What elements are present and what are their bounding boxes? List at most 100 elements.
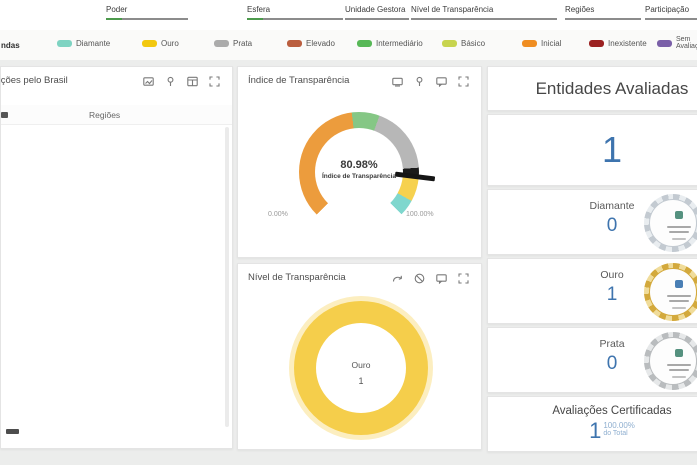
- legend-swatch: [287, 40, 302, 47]
- comment-icon[interactable]: [436, 273, 447, 284]
- seal-value: 0: [606, 215, 618, 236]
- column-header-regioes[interactable]: Regiões: [89, 110, 121, 120]
- seal-card-ouro: Ouro 1: [487, 258, 697, 324]
- gauge-max-label: 100.00%: [406, 211, 434, 218]
- legend-item-inicial[interactable]: Inicial: [522, 39, 561, 48]
- comment-icon[interactable]: [436, 76, 447, 87]
- donut-center-value: 1: [358, 376, 364, 386]
- seal-card-diamante: Diamante 0: [487, 189, 697, 255]
- seal-badge-face: [649, 199, 697, 247]
- filter-bar: Poder Esfera Unidade Gestora Nível de Tr…: [0, 0, 697, 30]
- certified-value-row: 1 100.00% do Total: [488, 419, 697, 443]
- visual-header-icons: [392, 273, 469, 284]
- map-panel-title: Avaliações pelo Brasil: [0, 75, 68, 86]
- blocked-icon[interactable]: [414, 273, 425, 284]
- filter-nivel-transparencia[interactable]: Nível de Transparência: [411, 5, 557, 20]
- filter-esfera[interactable]: Esfera: [247, 5, 343, 20]
- vertical-scrollbar[interactable]: [225, 127, 229, 427]
- diamante-seal-badge: [644, 194, 697, 252]
- gauge-value-label: Índice de Transparência: [321, 173, 397, 180]
- gauge-value: 80.98%: [340, 159, 378, 171]
- filter-underline: [345, 18, 409, 20]
- drill-up-icon[interactable]: [392, 273, 403, 284]
- legend-item-ouro[interactable]: Ouro: [142, 39, 179, 48]
- legend-item-label: Inexistente: [608, 39, 647, 48]
- legend-item-intermediario[interactable]: Intermediário: [357, 39, 423, 48]
- image-icon[interactable]: [143, 76, 154, 87]
- pin-icon[interactable]: [414, 76, 425, 87]
- filter-label: Poder: [106, 5, 128, 14]
- legend-edge-fragment: ndas: [1, 41, 20, 50]
- legend-swatch: [522, 40, 537, 47]
- donut-panel: Nível de Transparência Ouro 1: [237, 263, 482, 450]
- seal-value: 1: [606, 284, 618, 305]
- visual-header-icons: [143, 76, 220, 87]
- seal-emblem: [675, 211, 683, 219]
- legend-swatch: [589, 40, 604, 47]
- column-header-fragment: [1, 112, 8, 118]
- legend-item-label: Prata: [233, 39, 253, 48]
- legend-item-prata[interactable]: Prata: [214, 39, 252, 48]
- filter-underline: [247, 18, 343, 20]
- donut-chart-hole: [316, 323, 406, 413]
- seal-label: Prata: [599, 338, 625, 350]
- legend-swatch: [357, 40, 372, 47]
- seal-badge-face: [649, 268, 697, 316]
- table-header-row: Regiões: [1, 105, 232, 125]
- entities-value-card: 1: [487, 114, 697, 186]
- legend-swatch: [657, 39, 672, 47]
- certified-pct: 100.00%: [603, 421, 635, 430]
- legend-item-label: Sem Avaliação: [676, 36, 697, 50]
- legend-swatch: [57, 40, 72, 47]
- focus-mode-icon[interactable]: [458, 273, 469, 284]
- filter-underline: [411, 18, 557, 20]
- prata-seal-badge: [644, 332, 697, 390]
- legend-item-inexistente[interactable]: Inexistente: [589, 39, 647, 48]
- visual-header-icons: [392, 76, 469, 87]
- certified-pct-block: 100.00% do Total: [603, 419, 635, 438]
- legend-swatch: [142, 40, 157, 47]
- entities-title-card: Entidades Avaliadas: [487, 66, 697, 111]
- filter-underline: [565, 18, 641, 20]
- table-bottom-marker: [6, 429, 19, 434]
- ouro-seal-badge: [644, 263, 697, 321]
- map-panel: Avaliações pelo Brasil Regiões: [0, 66, 233, 449]
- legend-item-diamante[interactable]: Diamante: [57, 39, 110, 48]
- legend-bar: ndas Diamante Ouro Prata Elevado Interme…: [0, 30, 697, 60]
- legend-item-sem-avaliacao[interactable]: Sem Avaliação: [657, 36, 697, 50]
- filter-label: Participação: [645, 5, 690, 14]
- seal-label: Diamante: [589, 200, 635, 212]
- entities-value: 1: [601, 129, 623, 170]
- legend-item-label: Elevado: [306, 39, 335, 48]
- filter-label: Regiões: [565, 5, 595, 14]
- filter-label: Nível de Transparência: [411, 5, 494, 14]
- legend-item-elevado[interactable]: Elevado: [287, 39, 335, 48]
- legend-item-label: Diamante: [76, 39, 111, 48]
- certified-card: Avaliações Certificadas 1 100.00% do Tot…: [487, 396, 697, 452]
- filter-participacao[interactable]: Participação: [645, 5, 697, 20]
- gauge-min-label: 0.00%: [268, 211, 288, 218]
- filter-underline: [106, 18, 188, 20]
- legend-item-label: Básico: [461, 39, 486, 48]
- seal-value: 0: [606, 353, 618, 374]
- pin-icon[interactable]: [165, 76, 176, 87]
- certified-value: 1: [589, 418, 602, 443]
- filter-poder[interactable]: Poder: [106, 5, 188, 20]
- donut-center-label: Ouro: [351, 360, 371, 370]
- donut-panel-title: Nível de Transparência: [248, 272, 346, 283]
- filter-unidade-gestora[interactable]: Unidade Gestora: [345, 5, 409, 20]
- certified-pct-label: do Total: [603, 430, 628, 437]
- focus-mode-icon[interactable]: [209, 76, 220, 87]
- legend-swatch: [214, 40, 229, 47]
- seal-badge-face: [649, 337, 697, 385]
- focus-mode-icon[interactable]: [458, 76, 469, 87]
- legend-swatch: [442, 40, 457, 47]
- certified-title: Avaliações Certificadas: [552, 405, 672, 417]
- slides-icon[interactable]: [392, 76, 403, 87]
- entities-title: Entidades Avaliadas: [535, 79, 689, 98]
- filter-label: Esfera: [247, 5, 271, 14]
- legend-item-basico[interactable]: Básico: [442, 39, 485, 48]
- filter-regioes[interactable]: Regiões: [565, 5, 641, 20]
- table-icon[interactable]: [187, 76, 198, 87]
- gauge-chart-hole: [315, 128, 403, 216]
